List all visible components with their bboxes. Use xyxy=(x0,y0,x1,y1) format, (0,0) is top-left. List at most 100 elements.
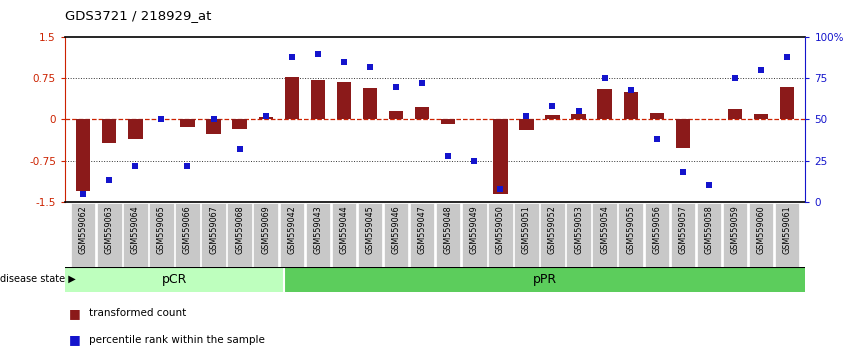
Bar xyxy=(102,120,116,143)
Bar xyxy=(520,120,533,131)
Text: pPR: pPR xyxy=(533,273,557,286)
Point xyxy=(337,59,351,65)
Bar xyxy=(363,88,378,120)
Text: GSM559057: GSM559057 xyxy=(678,205,688,254)
Bar xyxy=(284,267,805,292)
FancyBboxPatch shape xyxy=(462,203,487,267)
Text: GSM559065: GSM559065 xyxy=(157,205,166,254)
Text: GSM559061: GSM559061 xyxy=(783,205,792,254)
FancyBboxPatch shape xyxy=(644,203,669,267)
Point xyxy=(468,158,481,164)
Bar xyxy=(128,120,143,139)
Bar xyxy=(598,89,611,120)
Text: GSM559068: GSM559068 xyxy=(236,205,244,254)
Point xyxy=(128,163,142,169)
FancyBboxPatch shape xyxy=(618,203,643,267)
Bar xyxy=(285,77,299,120)
Point xyxy=(259,113,273,119)
Text: GSM559066: GSM559066 xyxy=(183,205,192,254)
Text: GSM559063: GSM559063 xyxy=(105,205,113,254)
Text: GSM559067: GSM559067 xyxy=(209,205,218,254)
Point xyxy=(728,75,742,81)
Text: GSM559043: GSM559043 xyxy=(313,205,322,254)
FancyBboxPatch shape xyxy=(123,203,147,267)
Point xyxy=(676,169,690,175)
Text: GSM559047: GSM559047 xyxy=(417,205,427,254)
Point xyxy=(572,108,585,114)
Point xyxy=(180,163,194,169)
Bar xyxy=(675,120,690,148)
Text: GSM559062: GSM559062 xyxy=(79,205,87,254)
Point xyxy=(780,54,794,60)
Point xyxy=(520,113,533,119)
Bar xyxy=(493,120,507,194)
Bar xyxy=(232,120,247,129)
Point xyxy=(650,136,663,142)
Text: GSM559053: GSM559053 xyxy=(574,205,583,254)
Point xyxy=(598,75,611,81)
Point xyxy=(285,54,299,60)
Text: GSM559056: GSM559056 xyxy=(652,205,662,254)
Bar xyxy=(650,113,664,120)
Bar xyxy=(754,114,768,120)
FancyBboxPatch shape xyxy=(384,203,408,267)
FancyBboxPatch shape xyxy=(566,203,591,267)
FancyBboxPatch shape xyxy=(749,203,773,267)
Text: disease state ▶: disease state ▶ xyxy=(0,274,75,284)
Text: GSM559052: GSM559052 xyxy=(548,205,557,254)
FancyBboxPatch shape xyxy=(540,203,565,267)
FancyBboxPatch shape xyxy=(696,203,721,267)
Point xyxy=(389,84,403,89)
Text: GSM559059: GSM559059 xyxy=(731,205,740,254)
Bar xyxy=(572,114,585,120)
Point xyxy=(754,67,768,73)
Text: transformed count: transformed count xyxy=(88,308,186,318)
Text: pCR: pCR xyxy=(162,273,187,286)
Text: GSM559046: GSM559046 xyxy=(391,205,401,254)
FancyBboxPatch shape xyxy=(410,203,435,267)
FancyBboxPatch shape xyxy=(306,203,330,267)
Bar xyxy=(780,87,794,120)
Bar xyxy=(65,267,284,292)
Text: GSM559042: GSM559042 xyxy=(288,205,296,254)
Point xyxy=(546,103,559,109)
FancyBboxPatch shape xyxy=(670,203,695,267)
FancyBboxPatch shape xyxy=(97,203,121,267)
FancyBboxPatch shape xyxy=(436,203,461,267)
Bar xyxy=(259,117,273,120)
Point xyxy=(702,183,716,188)
Point xyxy=(363,64,377,70)
Point xyxy=(624,87,637,93)
Point xyxy=(102,178,116,183)
Text: ■: ■ xyxy=(69,333,81,346)
FancyBboxPatch shape xyxy=(149,203,174,267)
Point xyxy=(415,80,429,86)
Bar xyxy=(180,120,195,127)
Bar xyxy=(624,92,638,120)
Text: percentile rank within the sample: percentile rank within the sample xyxy=(88,335,265,345)
Bar xyxy=(76,120,90,191)
FancyBboxPatch shape xyxy=(358,203,382,267)
Bar xyxy=(337,82,351,120)
Point xyxy=(233,146,247,152)
Point xyxy=(154,117,168,122)
Text: GSM559045: GSM559045 xyxy=(365,205,374,254)
Bar xyxy=(727,109,742,120)
FancyBboxPatch shape xyxy=(488,203,513,267)
Text: GSM559048: GSM559048 xyxy=(443,205,453,254)
Text: ■: ■ xyxy=(69,307,81,320)
Bar xyxy=(546,115,559,120)
Text: GSM559064: GSM559064 xyxy=(131,205,139,254)
FancyBboxPatch shape xyxy=(280,203,304,267)
FancyBboxPatch shape xyxy=(254,203,278,267)
Bar xyxy=(389,111,404,120)
Bar xyxy=(441,120,456,124)
Point xyxy=(311,51,325,56)
Point xyxy=(494,186,507,192)
FancyBboxPatch shape xyxy=(723,203,747,267)
Text: GSM559051: GSM559051 xyxy=(522,205,531,254)
Text: GSM559044: GSM559044 xyxy=(339,205,348,254)
FancyBboxPatch shape xyxy=(332,203,356,267)
Point xyxy=(207,117,221,122)
Text: GSM559060: GSM559060 xyxy=(757,205,766,254)
